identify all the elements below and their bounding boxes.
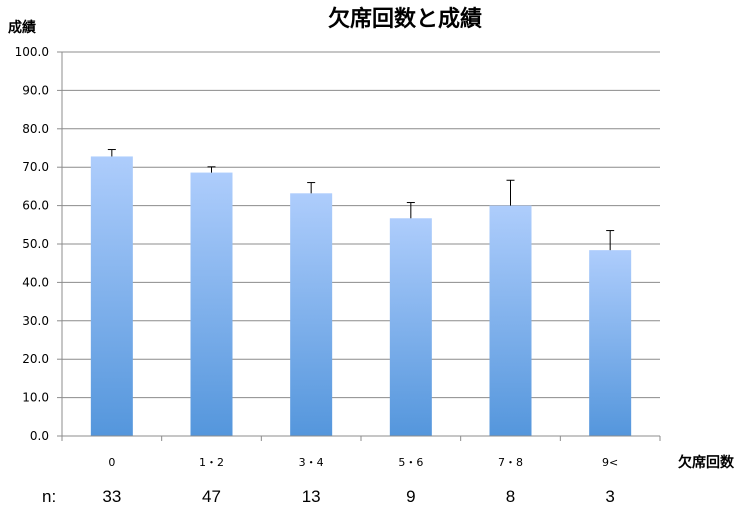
y-tick-label: 100.0 <box>15 45 49 59</box>
bar <box>489 205 532 436</box>
y-tick-label: 30.0 <box>22 314 49 328</box>
y-axis-title: 成績 <box>8 19 36 36</box>
y-tick-label: 0.0 <box>30 429 49 443</box>
x-category-label: 1・2 <box>199 456 224 469</box>
y-tick-label: 60.0 <box>22 199 49 213</box>
gridlines <box>62 51 660 399</box>
y-tick-label: 90.0 <box>22 83 49 97</box>
sample-size-value: 33 <box>102 487 121 506</box>
x-category-label: 5・6 <box>398 456 423 469</box>
y-tick-label: 10.0 <box>22 391 49 405</box>
x-axis-title: 欠席回数 <box>678 454 735 471</box>
y-tick-label: 40.0 <box>22 275 49 289</box>
sample-size-value: 8 <box>506 487 515 506</box>
y-tick-label: 20.0 <box>22 352 49 366</box>
sample-size-value: 9 <box>406 487 415 506</box>
sample-size-value: 13 <box>302 487 321 506</box>
error-bars <box>107 149 615 251</box>
sample-size-value: 47 <box>202 487 221 506</box>
x-category-label: 0 <box>108 456 115 469</box>
y-tick-label: 70.0 <box>22 160 49 174</box>
axis-labels: 0.0 10.0 20.0 30.0 40.0 50.0 60.0 70.0 80.0 90.0 1… <box>15 45 619 506</box>
bars <box>90 156 632 437</box>
bar <box>190 172 233 437</box>
x-category-label: 9< <box>602 456 618 469</box>
chart-title: 欠席回数と成績 <box>328 6 482 32</box>
y-tick-label: 80.0 <box>22 122 49 136</box>
bar <box>389 218 432 436</box>
sample-size-label: n: <box>42 487 56 506</box>
axes <box>57 51 661 441</box>
y-tick-label: 50.0 <box>22 237 49 251</box>
bar <box>90 156 133 436</box>
sample-size-value: 3 <box>605 487 614 506</box>
bar <box>589 250 632 436</box>
x-category-label: 7・8 <box>498 456 523 469</box>
x-category-label: 3・4 <box>299 456 324 469</box>
bar <box>290 193 333 436</box>
